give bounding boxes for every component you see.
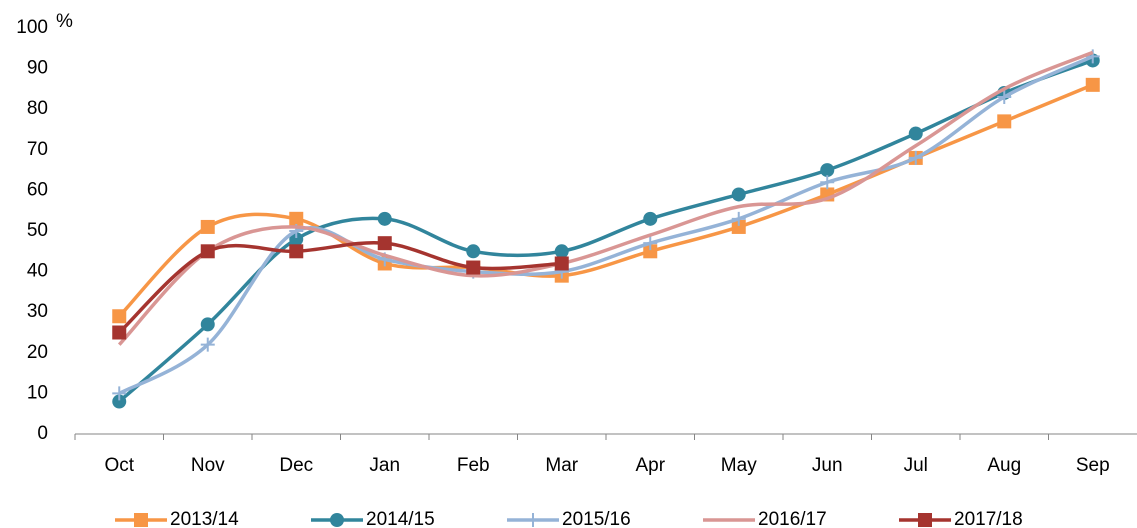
point xyxy=(466,244,481,259)
series-line xyxy=(118,240,562,334)
point xyxy=(200,244,215,259)
point xyxy=(554,256,569,271)
legend-marker xyxy=(918,513,932,527)
point xyxy=(289,232,304,247)
legend-label: 2014/15 xyxy=(366,509,435,528)
x-tick-label: Jul xyxy=(904,455,928,476)
x-tick-label: Jun xyxy=(812,455,843,476)
x-tick-label: Dec xyxy=(279,455,313,476)
point xyxy=(820,175,835,190)
x-tick-label: May xyxy=(721,455,757,476)
point xyxy=(731,187,746,202)
point xyxy=(820,163,835,178)
x-tick-label: Aug xyxy=(987,455,1021,476)
point xyxy=(200,317,215,332)
y-tick-label: 0 xyxy=(37,423,48,444)
point xyxy=(289,244,304,259)
point xyxy=(554,244,569,259)
x-tick-label: Jan xyxy=(369,455,400,476)
point xyxy=(377,236,392,251)
x-tick-label: Oct xyxy=(104,455,134,476)
point xyxy=(112,394,127,409)
point xyxy=(643,244,658,259)
point xyxy=(997,114,1012,129)
y-tick-label: 100 xyxy=(16,17,48,38)
y-tick-label: 80 xyxy=(27,98,48,119)
point xyxy=(908,126,923,141)
legend-marker xyxy=(330,513,344,527)
x-tick-label: Mar xyxy=(545,455,578,476)
legend-label: 2017/18 xyxy=(954,509,1023,528)
y-tick-label: 10 xyxy=(27,382,48,403)
series-line xyxy=(117,50,1094,346)
point xyxy=(643,211,658,226)
point xyxy=(112,309,127,324)
x-tick-label: Feb xyxy=(457,455,490,476)
point xyxy=(643,236,658,251)
x-tick-label: Apr xyxy=(635,455,665,476)
y-tick-label: 90 xyxy=(27,58,48,79)
y-tick-label: 70 xyxy=(27,139,48,160)
legend-label: 2016/17 xyxy=(758,509,827,528)
point xyxy=(112,325,127,340)
point xyxy=(289,211,304,226)
legend-marker xyxy=(134,513,148,527)
series-line xyxy=(118,58,1094,403)
y-tick-label: 60 xyxy=(27,179,48,200)
point xyxy=(466,260,481,275)
y-unit: % xyxy=(56,11,73,32)
point xyxy=(377,211,392,226)
point xyxy=(908,150,923,165)
point xyxy=(200,337,215,352)
point xyxy=(997,90,1012,105)
y-tick-label: 40 xyxy=(27,261,48,282)
series-line xyxy=(118,54,1094,395)
point xyxy=(112,386,127,401)
legend-label: 2015/16 xyxy=(562,509,631,528)
y-tick-label: 50 xyxy=(27,220,48,241)
y-tick-label: 20 xyxy=(27,342,48,363)
point xyxy=(1085,77,1100,92)
legend-marker xyxy=(526,513,540,527)
y-tick-label: 30 xyxy=(27,301,48,322)
x-tick-label: Sep xyxy=(1076,455,1110,476)
point xyxy=(1085,49,1100,64)
point xyxy=(200,219,215,234)
x-tick-label: Nov xyxy=(191,455,225,476)
legend-label: 2013/14 xyxy=(170,509,239,528)
point xyxy=(731,211,746,226)
point xyxy=(731,219,746,234)
